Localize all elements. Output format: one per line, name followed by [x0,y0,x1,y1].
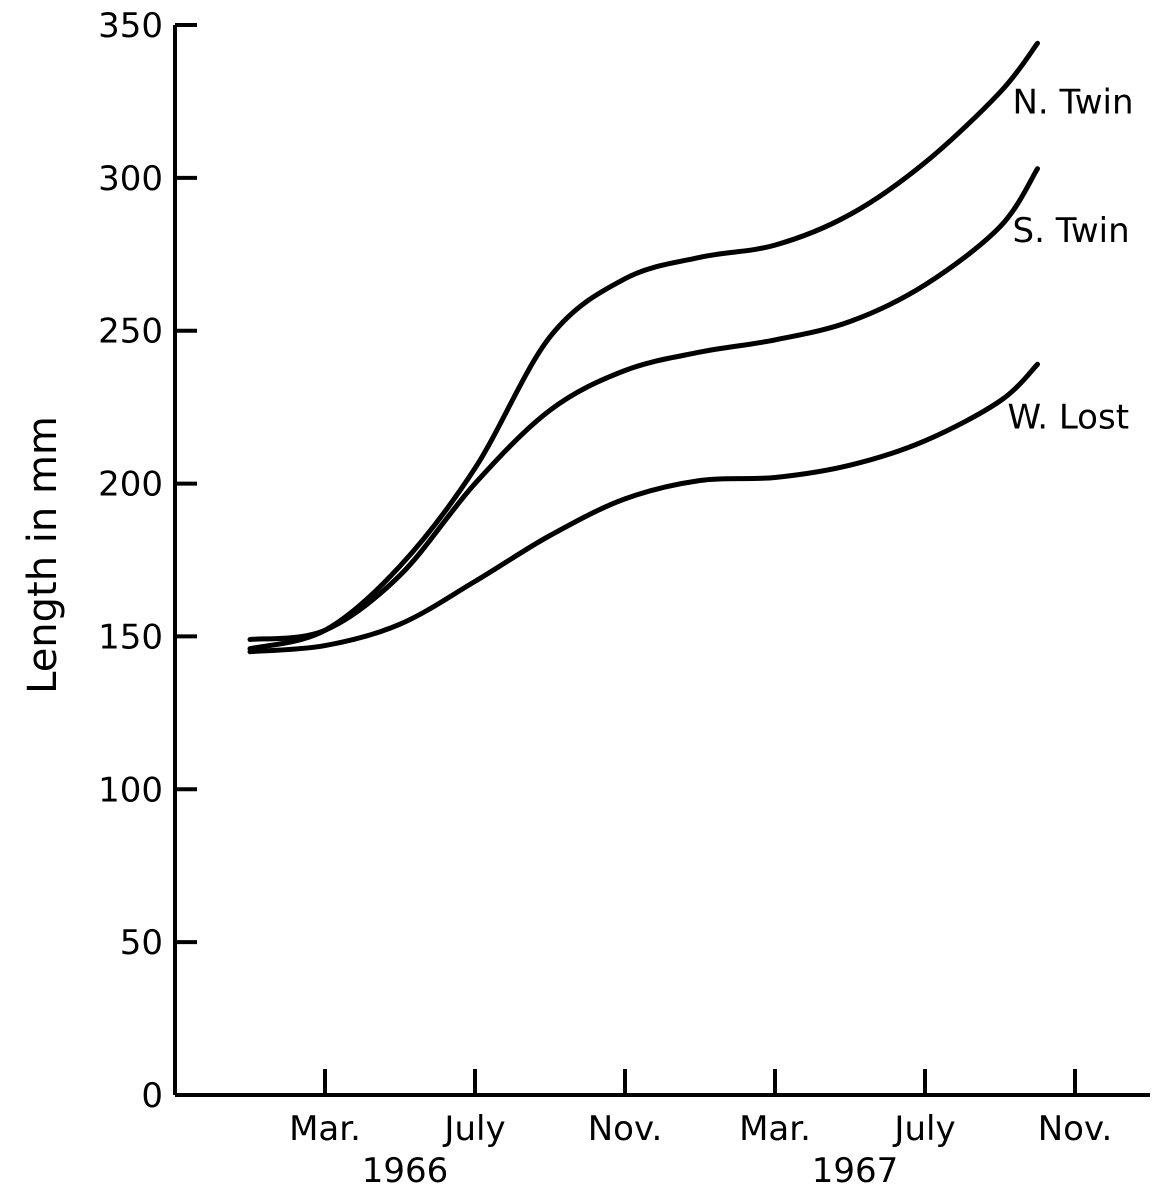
y-tick-label: 250 [98,312,163,352]
x-axis-ticks: Mar. July Nov. Mar. July Nov. 1966 1967 [289,1069,1112,1191]
x-tick-label: Nov. [588,1109,663,1149]
series-label: N. Twin [1013,82,1134,122]
y-tick-label: 150 [98,617,163,657]
y-tick-label: 300 [98,159,163,199]
x-tick-label: Mar. [289,1109,361,1149]
series-lines [247,40,1040,655]
x-tick-label: July [892,1109,955,1149]
y-tick-label: 200 [98,465,163,505]
year-label: 1967 [812,1151,899,1191]
y-tick-label: 0 [141,1076,163,1116]
series-labels: N. Twin S. Twin W. Lost [1008,82,1134,437]
series-line [247,361,1040,655]
x-tick-label: Nov. [1038,1109,1113,1149]
y-axis-label: Length in mm [20,416,66,694]
x-tick-label: Mar. [739,1109,811,1149]
y-axis-ticks: 0 50 100 150 200 250 300 350 [98,6,197,1116]
series-label: S. Twin [1013,211,1130,251]
x-tick-label: July [442,1109,505,1149]
series-line [247,166,1040,642]
series-label: W. Lost [1008,397,1130,437]
y-tick-label: 50 [120,923,163,963]
year-label: 1966 [362,1151,449,1191]
chart-axes [173,25,1150,1097]
series-line [247,40,1040,652]
y-tick-label: 350 [98,6,163,46]
y-tick-label: 100 [98,770,163,810]
